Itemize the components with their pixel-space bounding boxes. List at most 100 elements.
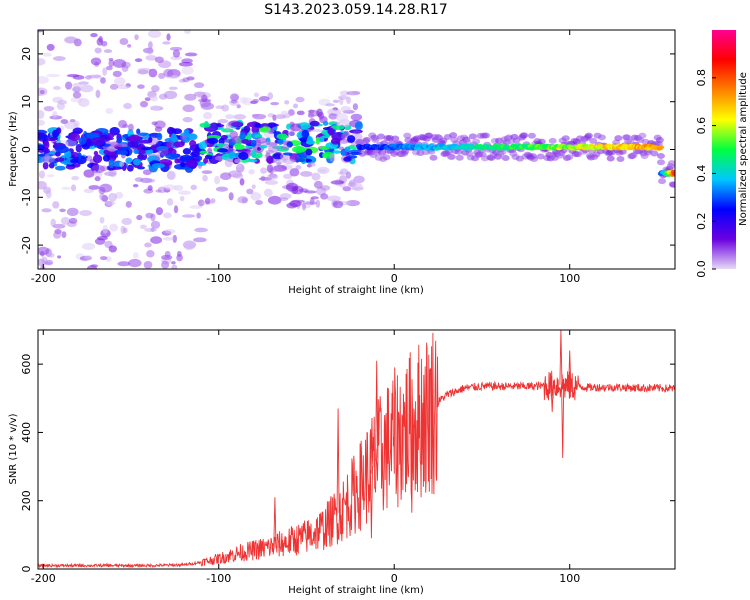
spectral-blob xyxy=(239,132,246,141)
spectral-blob xyxy=(236,164,242,168)
spectral-blob xyxy=(90,57,102,66)
spectral-blob xyxy=(145,54,158,61)
spectral-blob xyxy=(151,85,160,93)
spectral-blob xyxy=(250,139,257,147)
spectral-blob xyxy=(346,90,360,96)
y-tick-label: 400 xyxy=(20,422,33,443)
spectral-blob xyxy=(79,84,94,93)
spectral-blob xyxy=(42,161,49,170)
spectral-blob xyxy=(145,212,154,219)
spectral-blob xyxy=(315,199,321,208)
spectral-blob xyxy=(142,169,152,176)
spectral-blob xyxy=(108,245,117,253)
spectral-blob xyxy=(329,153,336,162)
spectral-blob xyxy=(246,132,252,141)
spectral-blob xyxy=(448,153,457,160)
spectral-blob xyxy=(215,126,224,130)
spectral-blob xyxy=(178,61,193,67)
spectral-blob xyxy=(501,155,510,162)
spectral-blob xyxy=(284,100,290,105)
spectral-blob xyxy=(147,30,162,38)
spectral-blob xyxy=(657,144,665,150)
spectral-blob xyxy=(87,74,102,78)
spectral-blob xyxy=(189,205,203,209)
spectral-blob xyxy=(303,190,317,194)
spectral-blob xyxy=(328,113,338,120)
spectral-blob xyxy=(184,93,197,101)
spectral-blob xyxy=(225,114,235,120)
spectral-blob xyxy=(252,98,260,103)
spectral-blob xyxy=(454,148,463,155)
spectral-blob xyxy=(352,130,362,135)
spectral-blob xyxy=(70,184,77,192)
spectral-blob xyxy=(354,121,363,131)
spectral-blob xyxy=(276,133,288,140)
spectral-blob xyxy=(228,151,236,159)
y-tick-label: -10 xyxy=(20,188,33,206)
colorbar-tick-label: 0.8 xyxy=(695,69,708,87)
spectral-blob xyxy=(56,127,62,135)
spectral-blob xyxy=(72,86,82,93)
spectral-blob xyxy=(171,261,176,265)
spectral-blob xyxy=(60,119,69,124)
spectral-blob xyxy=(481,132,490,139)
spectral-blob xyxy=(251,150,257,158)
spectral-blob xyxy=(108,60,115,67)
x-tick-label: 100 xyxy=(559,272,580,285)
spectral-blob xyxy=(203,112,213,120)
spectral-blob xyxy=(72,91,82,99)
spectral-blob xyxy=(537,138,546,145)
spectral-blob xyxy=(150,236,163,244)
spectral-blob xyxy=(248,168,255,175)
x-tick-label: -200 xyxy=(31,272,56,285)
spectral-blob xyxy=(279,197,289,201)
spectral-blob xyxy=(151,163,165,169)
spectral-blob xyxy=(65,81,73,90)
spectral-blob xyxy=(39,89,45,95)
spectral-blob xyxy=(182,214,196,218)
spectral-blob xyxy=(68,217,78,224)
spectral-blob xyxy=(92,154,103,164)
spectral-blob xyxy=(650,150,659,157)
spectral-blob xyxy=(254,122,262,128)
spectral-blob xyxy=(38,170,46,179)
spectral-blob xyxy=(57,255,62,259)
spectral-blob xyxy=(353,175,365,184)
spectral-blob xyxy=(282,173,293,179)
spectral-blob xyxy=(155,189,162,193)
spectral-blob xyxy=(47,252,55,258)
spectral-blob xyxy=(343,156,352,162)
spectral-blob xyxy=(292,146,306,154)
spectral-blob xyxy=(61,231,67,238)
spectral-blob xyxy=(99,183,113,193)
spectral-blob xyxy=(52,56,66,61)
spectral-blob xyxy=(148,41,153,50)
spectral-blob xyxy=(154,56,164,63)
spectral-blob xyxy=(332,150,342,154)
spectral-blob xyxy=(352,182,363,191)
spectral-blob xyxy=(190,184,198,191)
spectral-blob xyxy=(234,158,243,164)
spectral-blob xyxy=(199,150,208,155)
spectral-blob xyxy=(55,145,69,154)
spectral-blob xyxy=(183,243,195,251)
y-tick-label: 20 xyxy=(20,47,33,61)
spectral-blob xyxy=(548,137,557,144)
y-tick-label: -20 xyxy=(20,236,33,254)
spectral-blob xyxy=(286,202,298,209)
spectral-blob xyxy=(100,40,108,47)
spectral-blob xyxy=(145,178,156,183)
spectral-blob xyxy=(295,165,302,170)
x-tick-label: -200 xyxy=(31,572,56,585)
spectral-blob xyxy=(183,30,191,35)
spectral-blob xyxy=(176,254,183,262)
spectral-blob xyxy=(274,113,286,120)
spectral-blob xyxy=(296,110,305,116)
spectral-blob xyxy=(122,124,129,128)
spectral-blob xyxy=(306,136,314,145)
spectral-blob xyxy=(173,141,185,148)
spectral-blob xyxy=(134,58,143,63)
spectral-blob xyxy=(128,123,134,132)
spectral-blob xyxy=(250,192,262,201)
colorbar-tick-label: 0.4 xyxy=(695,165,708,183)
